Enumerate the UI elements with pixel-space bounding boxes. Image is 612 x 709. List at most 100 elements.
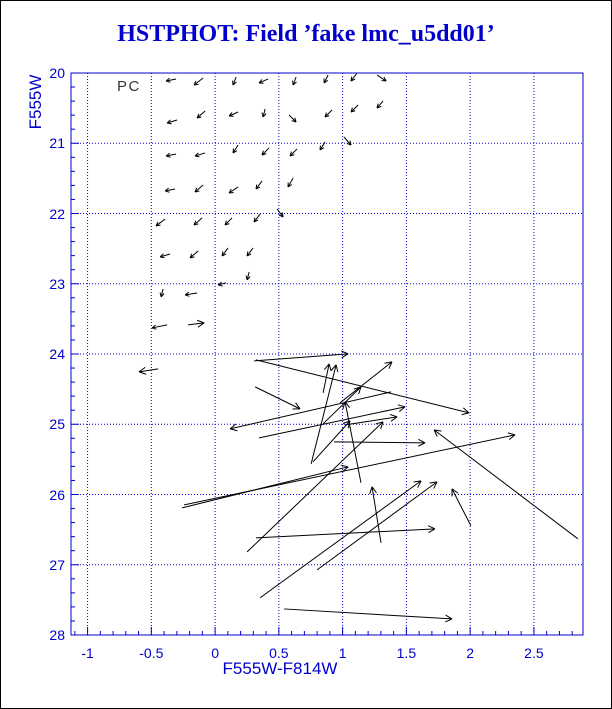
vector-arrow-head [253,217,256,223]
vector-arrow-head [189,253,193,259]
vector-arrow [155,218,166,227]
vector-arrow-head [232,81,237,86]
vector-arrow [451,488,472,527]
x-tick-label: 2.5 [524,645,544,661]
vector-arrow-head [461,412,470,416]
vector-arrow [188,322,205,326]
vector-arrow [228,111,239,117]
vector-arrow-head [164,187,169,192]
vector-arrow-head [319,147,325,151]
vector-arrow-head [369,486,373,495]
vector-arrow-head [160,256,165,259]
detector-label: PC [117,78,141,95]
vector-arrow-head [189,256,195,259]
x-axis-label: F555W-F814W [222,659,338,678]
vector-arrow-head [350,110,356,113]
vector-arrow [232,144,239,154]
vector-arrow-head [165,155,171,158]
vector-arrow [159,253,171,258]
vector-arrow [246,421,384,553]
vector-arrow [350,72,358,82]
vector-arrow-head [294,117,297,123]
vector-arrow [289,148,298,157]
vector-arrow [339,361,393,404]
y-tick-label: 28 [49,627,65,643]
vector-arrow-head [230,428,238,432]
vector-arrow-head [398,406,406,412]
vector-arrow [287,177,294,188]
vector-arrow-head [295,402,301,410]
vector-arrow-head [388,361,393,369]
vector-arrow-head [418,438,426,444]
vector-arrow [230,391,392,430]
vector-arrow [166,153,177,157]
vector-arrow-head [330,364,337,371]
vector-arrow-head [291,120,297,123]
x-tick-label: 0.5 [269,645,289,661]
vector-arrow [324,109,333,118]
vector-arrow-head [160,293,165,298]
vector-arrow-head [193,83,199,86]
vector-arrow-head [159,292,162,298]
vector-arrow-head [262,113,267,118]
vector-arrow-head [353,386,362,390]
vector-arrow-head [151,324,156,329]
vector-arrow-head [138,371,147,375]
x-tick-label: 1.5 [396,645,417,661]
vector-arrow [322,386,362,425]
vector-arrow [184,434,516,506]
vector-arrow-head [217,281,222,286]
vector-arrow [276,208,284,218]
vector-arrow-head [255,184,258,190]
vector-arrow-head [155,221,159,227]
vector-arrow-head [289,154,295,157]
x-tick-label: 2 [466,645,475,661]
y-tick-label: 22 [49,205,65,222]
vector-arrow-head [323,79,329,84]
y-tick-label: 21 [49,135,65,152]
vector-arrow-head [507,432,516,436]
x-tick-label: 1 [338,645,347,661]
vector-arrow-head [508,434,516,441]
vector-arrow-head [335,364,339,373]
vector-arrow-head [138,366,146,373]
vector-arrow-head [165,80,171,83]
vector-arrow-head [444,618,453,623]
vector-arrow-head [342,401,346,410]
vector-arrow-head [229,423,237,430]
vector-arrow-head [155,224,161,227]
vector-arrow [288,114,297,123]
vector-arrow [189,250,199,259]
vector-arrow-head [323,363,330,371]
vector-arrow-head [418,442,426,447]
vector-arrow-head [221,253,227,257]
vector-arrow-head [417,480,422,488]
vector-arrow [167,119,178,124]
vector-arrow [152,324,168,329]
vector-arrow-head [246,253,252,257]
vector-arrow-head [292,80,294,86]
vector-arrow [323,74,329,84]
vector-arrow-head [390,416,398,422]
vector-arrow [196,110,206,119]
vector-arrow-head [341,350,349,355]
vector-arrow-head [246,251,249,257]
x-tick-label: -1 [81,645,94,661]
vector-arrow-head [228,112,233,117]
vector-arrow-head [194,187,198,193]
vector-arrow-head [194,190,200,193]
vector-arrow-head [433,429,442,432]
vector-arrow [284,608,453,620]
vector-arrow [185,292,198,296]
vector-arrow [319,141,326,151]
vector-arrow-head [375,421,384,425]
vector-arrow-head [193,80,197,86]
vector-arrow-head [193,223,199,226]
vector-arrow-head [350,76,353,82]
vector-arrow [334,441,426,444]
vector-arrow [292,76,297,86]
vector-arrow [259,480,422,599]
vector-arrow [255,359,470,414]
vector-arrow [261,147,270,156]
vector-arrow-head [342,466,349,473]
